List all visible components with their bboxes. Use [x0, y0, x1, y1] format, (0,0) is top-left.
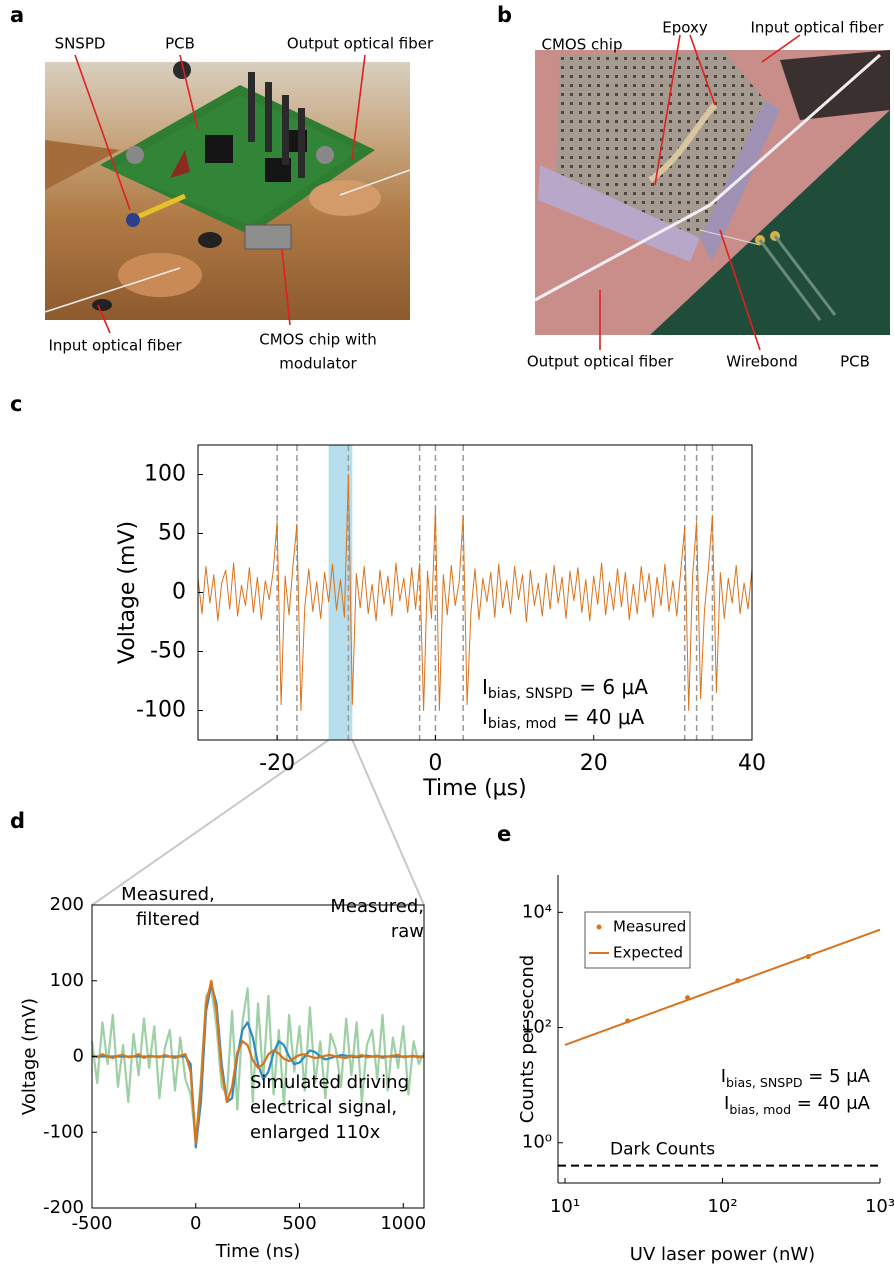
- x-tick-label: 40: [738, 751, 766, 776]
- panel-label: d: [10, 809, 25, 833]
- figure: a SNSPD PCB Output optical fiber Input o…: [0, 0, 894, 1270]
- callout: Output optical fiber: [287, 35, 434, 53]
- y-tick-label: 0: [73, 1046, 84, 1067]
- annotation-part: bias, mod: [488, 716, 557, 732]
- annotation-part: = 40 μA: [557, 705, 645, 729]
- callout: PCB: [165, 35, 195, 53]
- legend-label: Expected: [613, 944, 683, 962]
- y-tick-label: -100: [136, 698, 186, 723]
- callout: Output optical fiber: [527, 353, 674, 371]
- y-tick-label: -50: [150, 639, 186, 664]
- callout: SNSPD: [55, 35, 106, 53]
- panel-label: b: [497, 3, 512, 27]
- callout: CMOS chip with: [259, 331, 377, 349]
- photo-a: [45, 55, 410, 333]
- y-tick-label: 200: [50, 894, 84, 915]
- zoom-line: [352, 740, 424, 905]
- series-label: enlarged 110x: [250, 1122, 381, 1143]
- series-label: Measured,: [121, 884, 215, 905]
- x-axis-label: Time (ns): [215, 1241, 301, 1262]
- x-tick-label: -20: [259, 751, 295, 776]
- annotation-part: = 5 μA: [803, 1066, 871, 1087]
- series-label: Simulated driving: [250, 1072, 409, 1093]
- chart: c -20 0 20 40 -100 -50 0 50 100 Time (μs) Voltage (…: [10, 392, 766, 905]
- y-tick-label: 100: [50, 970, 84, 991]
- annotation-part: bias, SNSPD: [726, 1075, 802, 1090]
- y-tick-label: 0: [172, 580, 186, 605]
- annotation: Ibias, mod = 40 μA: [724, 1093, 871, 1117]
- annotation-part: = 40 μA: [791, 1093, 871, 1114]
- callout: CMOS chip: [542, 36, 623, 54]
- series-label: raw: [391, 921, 424, 942]
- x-tick-label: 10²: [707, 1196, 737, 1217]
- x-tick-label: 20: [580, 751, 608, 776]
- x-tick-label: 0: [428, 751, 442, 776]
- x-axis-label: Time (μs): [422, 776, 526, 801]
- callout: modulator: [279, 355, 357, 373]
- annotation: Ibias, SNSPD = 5 μA: [721, 1066, 871, 1090]
- y-tick-label: 50: [158, 521, 186, 546]
- y-tick-label: -200: [43, 1197, 84, 1218]
- series-label: Measured,: [330, 896, 424, 917]
- annotation-part: bias, SNSPD: [488, 686, 573, 702]
- x-tick-label: 500: [282, 1213, 316, 1234]
- callout: Epoxy: [662, 19, 708, 37]
- annotation: Ibias, SNSPD = 6 μA: [482, 675, 648, 703]
- panel-label: c: [10, 392, 22, 416]
- callout: PCB: [840, 353, 870, 371]
- series-label: electrical signal,: [250, 1097, 397, 1118]
- data-line: [198, 475, 752, 711]
- y-tick-label: 10⁴: [522, 901, 552, 922]
- y-tick-label: 10⁰: [522, 1132, 552, 1153]
- y-axis-label: Counts per second: [517, 955, 538, 1123]
- callout: Wirebond: [726, 353, 797, 371]
- y-tick-label: -100: [43, 1121, 84, 1142]
- callout: Input optical fiber: [750, 19, 884, 37]
- photo-b: [535, 35, 890, 350]
- annotation-part: = 6 μA: [573, 675, 648, 699]
- reference-label: Dark Counts: [610, 1140, 715, 1160]
- y-axis-label: Voltage (mV): [19, 998, 40, 1115]
- panel-label: a: [10, 3, 24, 27]
- legend-marker: [597, 925, 602, 930]
- y-axis-label: Voltage (mV): [115, 521, 140, 664]
- annotation-part: bias, mod: [729, 1102, 791, 1117]
- x-tick-label: 10¹: [550, 1196, 580, 1217]
- x-axis-label: UV laser power (nW): [630, 1244, 815, 1265]
- annotation: Ibias, mod = 40 μA: [482, 705, 645, 733]
- legend-label: Measured: [613, 918, 686, 936]
- x-tick-label: 0: [190, 1213, 201, 1234]
- panel-label: e: [497, 822, 511, 846]
- x-tick-label: 1000: [380, 1213, 426, 1234]
- chart: d Measured, raw Simulated driving electrical…: [10, 809, 426, 1262]
- y-tick-label: 100: [144, 462, 186, 487]
- x-tick-label: 10³: [865, 1196, 894, 1217]
- series-label: filtered: [136, 909, 200, 930]
- callout: Input optical fiber: [48, 337, 182, 355]
